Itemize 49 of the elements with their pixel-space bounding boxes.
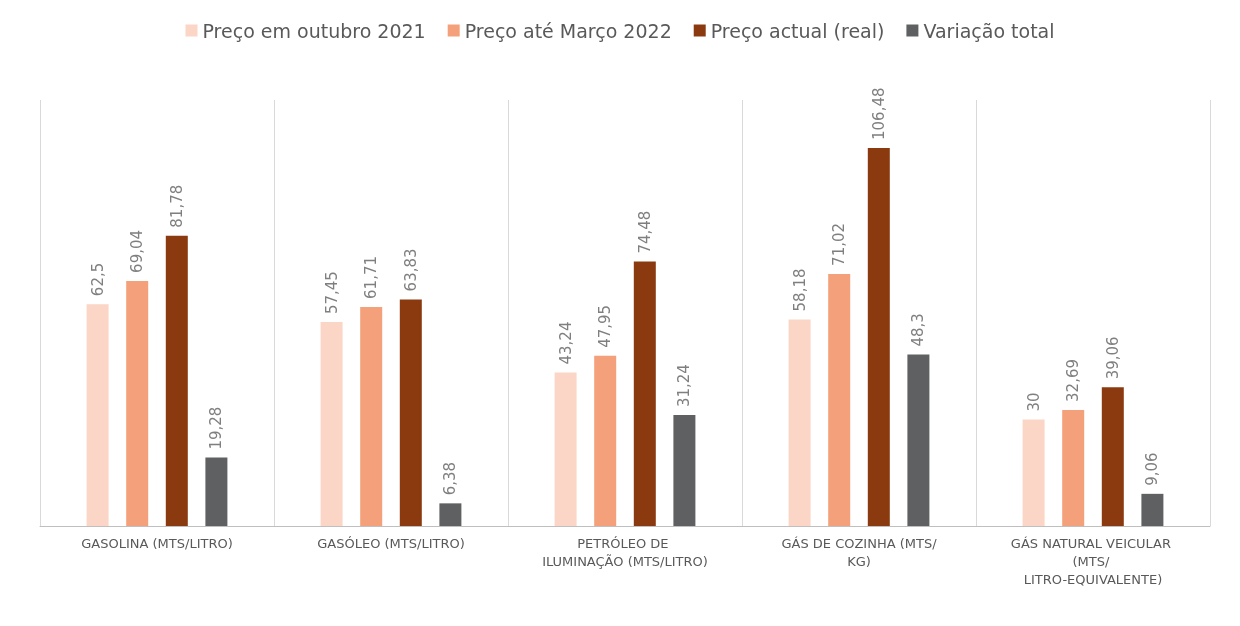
bar — [126, 280, 149, 526]
data-label: 58,18 — [790, 268, 809, 312]
legend-label: Preço actual (real) — [710, 19, 885, 42]
legend-label: Preço até Março 2022 — [464, 19, 672, 42]
bar — [165, 235, 188, 526]
data-label: 43,24 — [556, 321, 575, 365]
bar — [788, 319, 811, 526]
bar — [1022, 419, 1045, 526]
data-label: 32,69 — [1064, 359, 1083, 402]
bar — [399, 299, 422, 526]
bar — [205, 457, 228, 526]
data-label: 47,95 — [596, 304, 615, 348]
data-label: 39,06 — [1103, 336, 1122, 380]
bar — [907, 354, 930, 526]
bar — [360, 306, 383, 526]
legend-label: Preço em outubro 2021 — [202, 19, 426, 42]
data-label: 74,48 — [635, 210, 654, 254]
bar — [1062, 409, 1085, 526]
bar — [867, 148, 890, 526]
data-label: 30 — [1024, 392, 1043, 412]
x-tick-label: PETRÓLEO DE ILUMINAÇÃO (MTS/LITRO) — [542, 535, 708, 569]
legend-label: Variação total — [923, 19, 1055, 42]
bar — [320, 322, 343, 526]
data-label: 61,71 — [362, 255, 381, 299]
x-tick-label: GASÓLEO (MTS/LITRO) — [317, 535, 465, 551]
data-label: 48,3 — [909, 313, 928, 347]
bar — [594, 355, 617, 526]
bar — [86, 304, 109, 526]
data-label: 62,5 — [88, 262, 107, 297]
x-tick-label: GASOLINA (MTS/LITRO) — [81, 535, 233, 551]
data-label: 81,78 — [167, 184, 186, 228]
bar — [673, 415, 696, 526]
data-label: 31,24 — [675, 364, 694, 408]
data-label: 9,06 — [1143, 452, 1162, 486]
data-label: 6,38 — [441, 461, 460, 496]
data-label: 19,28 — [207, 406, 226, 450]
bar — [554, 372, 577, 526]
data-label: 57,45 — [322, 271, 341, 315]
data-label: 71,02 — [830, 222, 849, 266]
bar — [828, 273, 851, 526]
data-label: 69,04 — [128, 229, 147, 273]
bar — [633, 261, 656, 526]
data-label: 106,48 — [869, 87, 888, 140]
data-label: 63,83 — [401, 248, 420, 292]
x-tick-label: GÁS NATURAL VEICULAR (MTS/ LITRO-EQUIVALENTE) — [1010, 535, 1176, 587]
bar — [1141, 493, 1164, 526]
bar — [439, 503, 462, 526]
bar — [1101, 387, 1124, 526]
x-tick-label: GÁS DE COZINHA (MTS/KG) — [781, 535, 938, 569]
